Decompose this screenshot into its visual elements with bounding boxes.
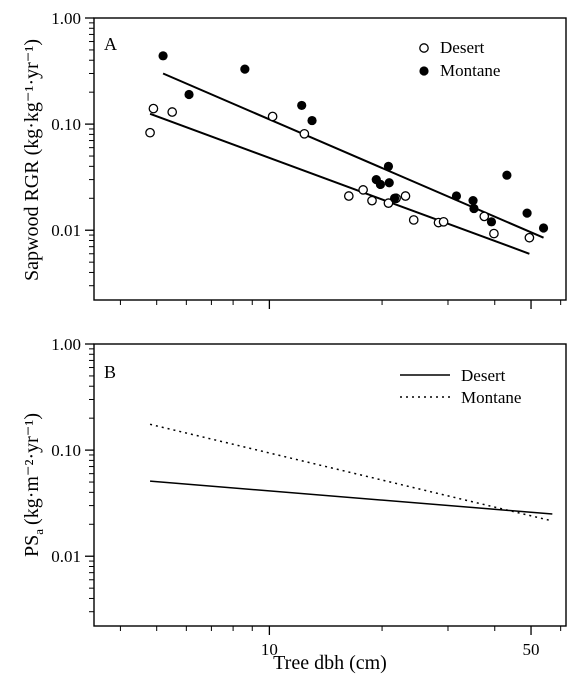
panel-b-lines bbox=[149, 423, 553, 522]
panel-a-fit-lines bbox=[149, 72, 544, 255]
montane-point bbox=[240, 64, 250, 74]
x-axis-label: Tree dbh (cm) bbox=[273, 652, 387, 674]
desert-point bbox=[145, 127, 155, 138]
montane-point bbox=[522, 208, 532, 218]
montane-point bbox=[184, 89, 194, 100]
panel-b-ticks bbox=[85, 343, 562, 635]
montane-point bbox=[375, 179, 386, 190]
desert-point bbox=[408, 215, 419, 225]
y-tick-label: 1.00 bbox=[51, 335, 81, 354]
x-tick-label: 50 bbox=[523, 640, 540, 659]
desert-point bbox=[148, 103, 159, 114]
legend-montane-marker bbox=[419, 66, 429, 76]
montane-point bbox=[486, 217, 497, 227]
panel-a-frame bbox=[93, 17, 567, 301]
y-tick-label: 0.10 bbox=[51, 441, 81, 460]
montane-fit-line bbox=[162, 72, 544, 239]
panel-b-y-axis-label: PSa (kg·m⁻²·yr⁻¹) bbox=[21, 413, 46, 557]
y-tick-label: 0.01 bbox=[51, 547, 81, 566]
montane-point bbox=[451, 191, 462, 201]
legend-montane-label: Montane bbox=[440, 61, 500, 80]
panel-b-y-label-sub: a bbox=[31, 529, 46, 535]
panel-b-y-label-main: PS bbox=[21, 535, 43, 557]
panel-a-points bbox=[145, 51, 549, 243]
panel-a-y-tick-labels: 1.00 0.10 0.01 bbox=[51, 9, 81, 240]
desert-point bbox=[267, 111, 278, 122]
desert-point bbox=[524, 232, 535, 243]
desert-point bbox=[438, 216, 449, 227]
legend-desert-line-label: Desert bbox=[461, 366, 506, 385]
montane-point bbox=[158, 51, 168, 61]
y-tick-label: 0.01 bbox=[51, 221, 81, 240]
panel-b-legend: Desert Montane bbox=[400, 366, 521, 407]
montane-line bbox=[149, 423, 553, 522]
montane-point bbox=[384, 178, 394, 188]
montane-point bbox=[383, 161, 394, 171]
desert-fit-line bbox=[149, 112, 530, 255]
legend-desert-marker bbox=[419, 43, 429, 53]
legend-desert-label: Desert bbox=[440, 38, 485, 57]
desert-line bbox=[149, 480, 553, 515]
montane-point bbox=[502, 170, 512, 180]
panel-a-ticks bbox=[85, 17, 562, 309]
panel-a-legend: Desert Montane bbox=[419, 38, 500, 80]
panel-b-y-tick-labels: 1.00 0.10 0.01 bbox=[51, 335, 81, 566]
panel-a-y-axis-label: Sapwood RGR (kg·kg⁻¹·yr⁻¹) bbox=[21, 39, 43, 281]
desert-point bbox=[383, 198, 394, 208]
desert-point bbox=[400, 191, 411, 201]
panel-b: B 1.00 0.10 0.01 10 50 Desert Montane PSa (k… bbox=[21, 335, 567, 674]
panel-a: A 1.00 0.10 0.01 Desert Montane Sapwood RG… bbox=[21, 9, 567, 309]
desert-point bbox=[367, 195, 377, 206]
montane-point bbox=[389, 193, 400, 203]
montane-point bbox=[297, 100, 307, 111]
x-tick-label: 10 bbox=[261, 640, 278, 659]
panel-b-y-label-units: (kg·m⁻²·yr⁻¹) bbox=[21, 413, 43, 525]
desert-point bbox=[489, 228, 499, 239]
desert-point bbox=[343, 191, 354, 201]
panel-a-label: A bbox=[104, 34, 117, 54]
legend-montane-line-label: Montane bbox=[461, 388, 521, 407]
montane-point bbox=[469, 203, 479, 214]
desert-point bbox=[479, 211, 490, 222]
desert-point bbox=[358, 185, 368, 195]
montane-point bbox=[468, 196, 478, 206]
y-tick-label: 1.00 bbox=[51, 9, 81, 28]
y-tick-label: 0.10 bbox=[51, 115, 81, 134]
montane-point bbox=[538, 223, 549, 233]
panel-b-frame bbox=[93, 343, 567, 627]
montane-point bbox=[307, 115, 317, 126]
desert-point bbox=[299, 128, 310, 139]
panel-b-label: B bbox=[104, 362, 116, 382]
desert-point bbox=[167, 107, 178, 117]
panel-b-x-tick-labels: 10 50 bbox=[261, 640, 540, 659]
